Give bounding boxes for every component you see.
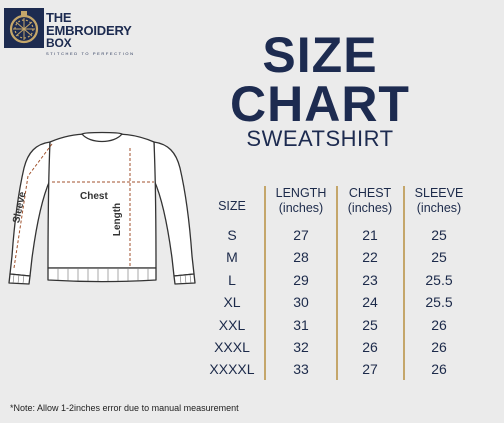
measurement-cell: 25.5 (425, 294, 453, 311)
measurement-cell: 25 (431, 249, 447, 266)
title-chart: CHART (230, 76, 410, 132)
size-cell: XXXXL (209, 361, 255, 378)
measurement-cell: 33 (293, 361, 309, 378)
measurement-cell: 32 (293, 339, 309, 355)
brand-logo: THE EMBROIDERY BOX STITCHED TO PERFECTIO… (4, 6, 133, 56)
title-subtitle: SWEATSHIRT (246, 126, 394, 151)
size-cell: M (226, 249, 238, 266)
measurement-cell: 26 (431, 316, 447, 333)
measurement-cell: 23 (362, 271, 378, 288)
embroidery-hoop-icon (4, 8, 44, 48)
measurement-lines (13, 143, 154, 269)
measurement-cell: 21 (362, 227, 378, 243)
measurement-cell: 31 (293, 316, 309, 333)
size-cell: XL (223, 294, 241, 311)
measurement-cell: 22 (362, 249, 378, 266)
measurement-cell: 27 (293, 227, 309, 243)
header-size: SIZE (218, 199, 246, 213)
header-length: LENGTH (inches) (275, 186, 327, 215)
measurement-cell: 25 (431, 227, 447, 243)
sleeve-measure-line (13, 143, 53, 269)
brand-line-1: THE (46, 10, 72, 25)
sweatshirt-outline (8, 131, 196, 285)
measurement-note: *Note: Allow 1-2inches error due to manu… (10, 403, 239, 413)
measurement-cell: 24 (362, 294, 378, 311)
sweatshirt-ribbing (12, 269, 192, 284)
chest-label: Chest (80, 191, 108, 202)
header-sleeve: SLEEVE (inches) (414, 186, 464, 215)
measurement-cell: 27 (362, 361, 378, 378)
measurement-cell: 26 (362, 339, 378, 355)
title-size: SIZE (262, 27, 378, 83)
size-cell: S (227, 227, 237, 243)
sweatshirt-diagram (8, 131, 196, 285)
header-chest: CHEST (inches) (347, 186, 393, 215)
measurement-cell: 25 (362, 316, 378, 333)
measurement-cell: 29 (293, 271, 309, 288)
length-label: Length (112, 202, 124, 237)
brand-tagline: STITCHED TO PERFECTION (46, 51, 135, 56)
column-divider (264, 186, 266, 380)
measurement-cell: 30 (293, 294, 309, 311)
size-cell: XXXL (214, 339, 250, 355)
measurement-cell: 26 (431, 339, 447, 355)
brand-line-3: BOX (46, 36, 72, 50)
measurement-cell: 26 (431, 361, 447, 378)
column-divider (336, 186, 338, 380)
size-cell: L (228, 271, 236, 288)
brand-line-2: EMBROIDERY (46, 23, 132, 38)
column-divider (403, 186, 405, 380)
measurement-cell: 28 (293, 249, 309, 266)
size-cell: XXL (218, 316, 246, 333)
measurement-cell: 25.5 (425, 271, 453, 288)
